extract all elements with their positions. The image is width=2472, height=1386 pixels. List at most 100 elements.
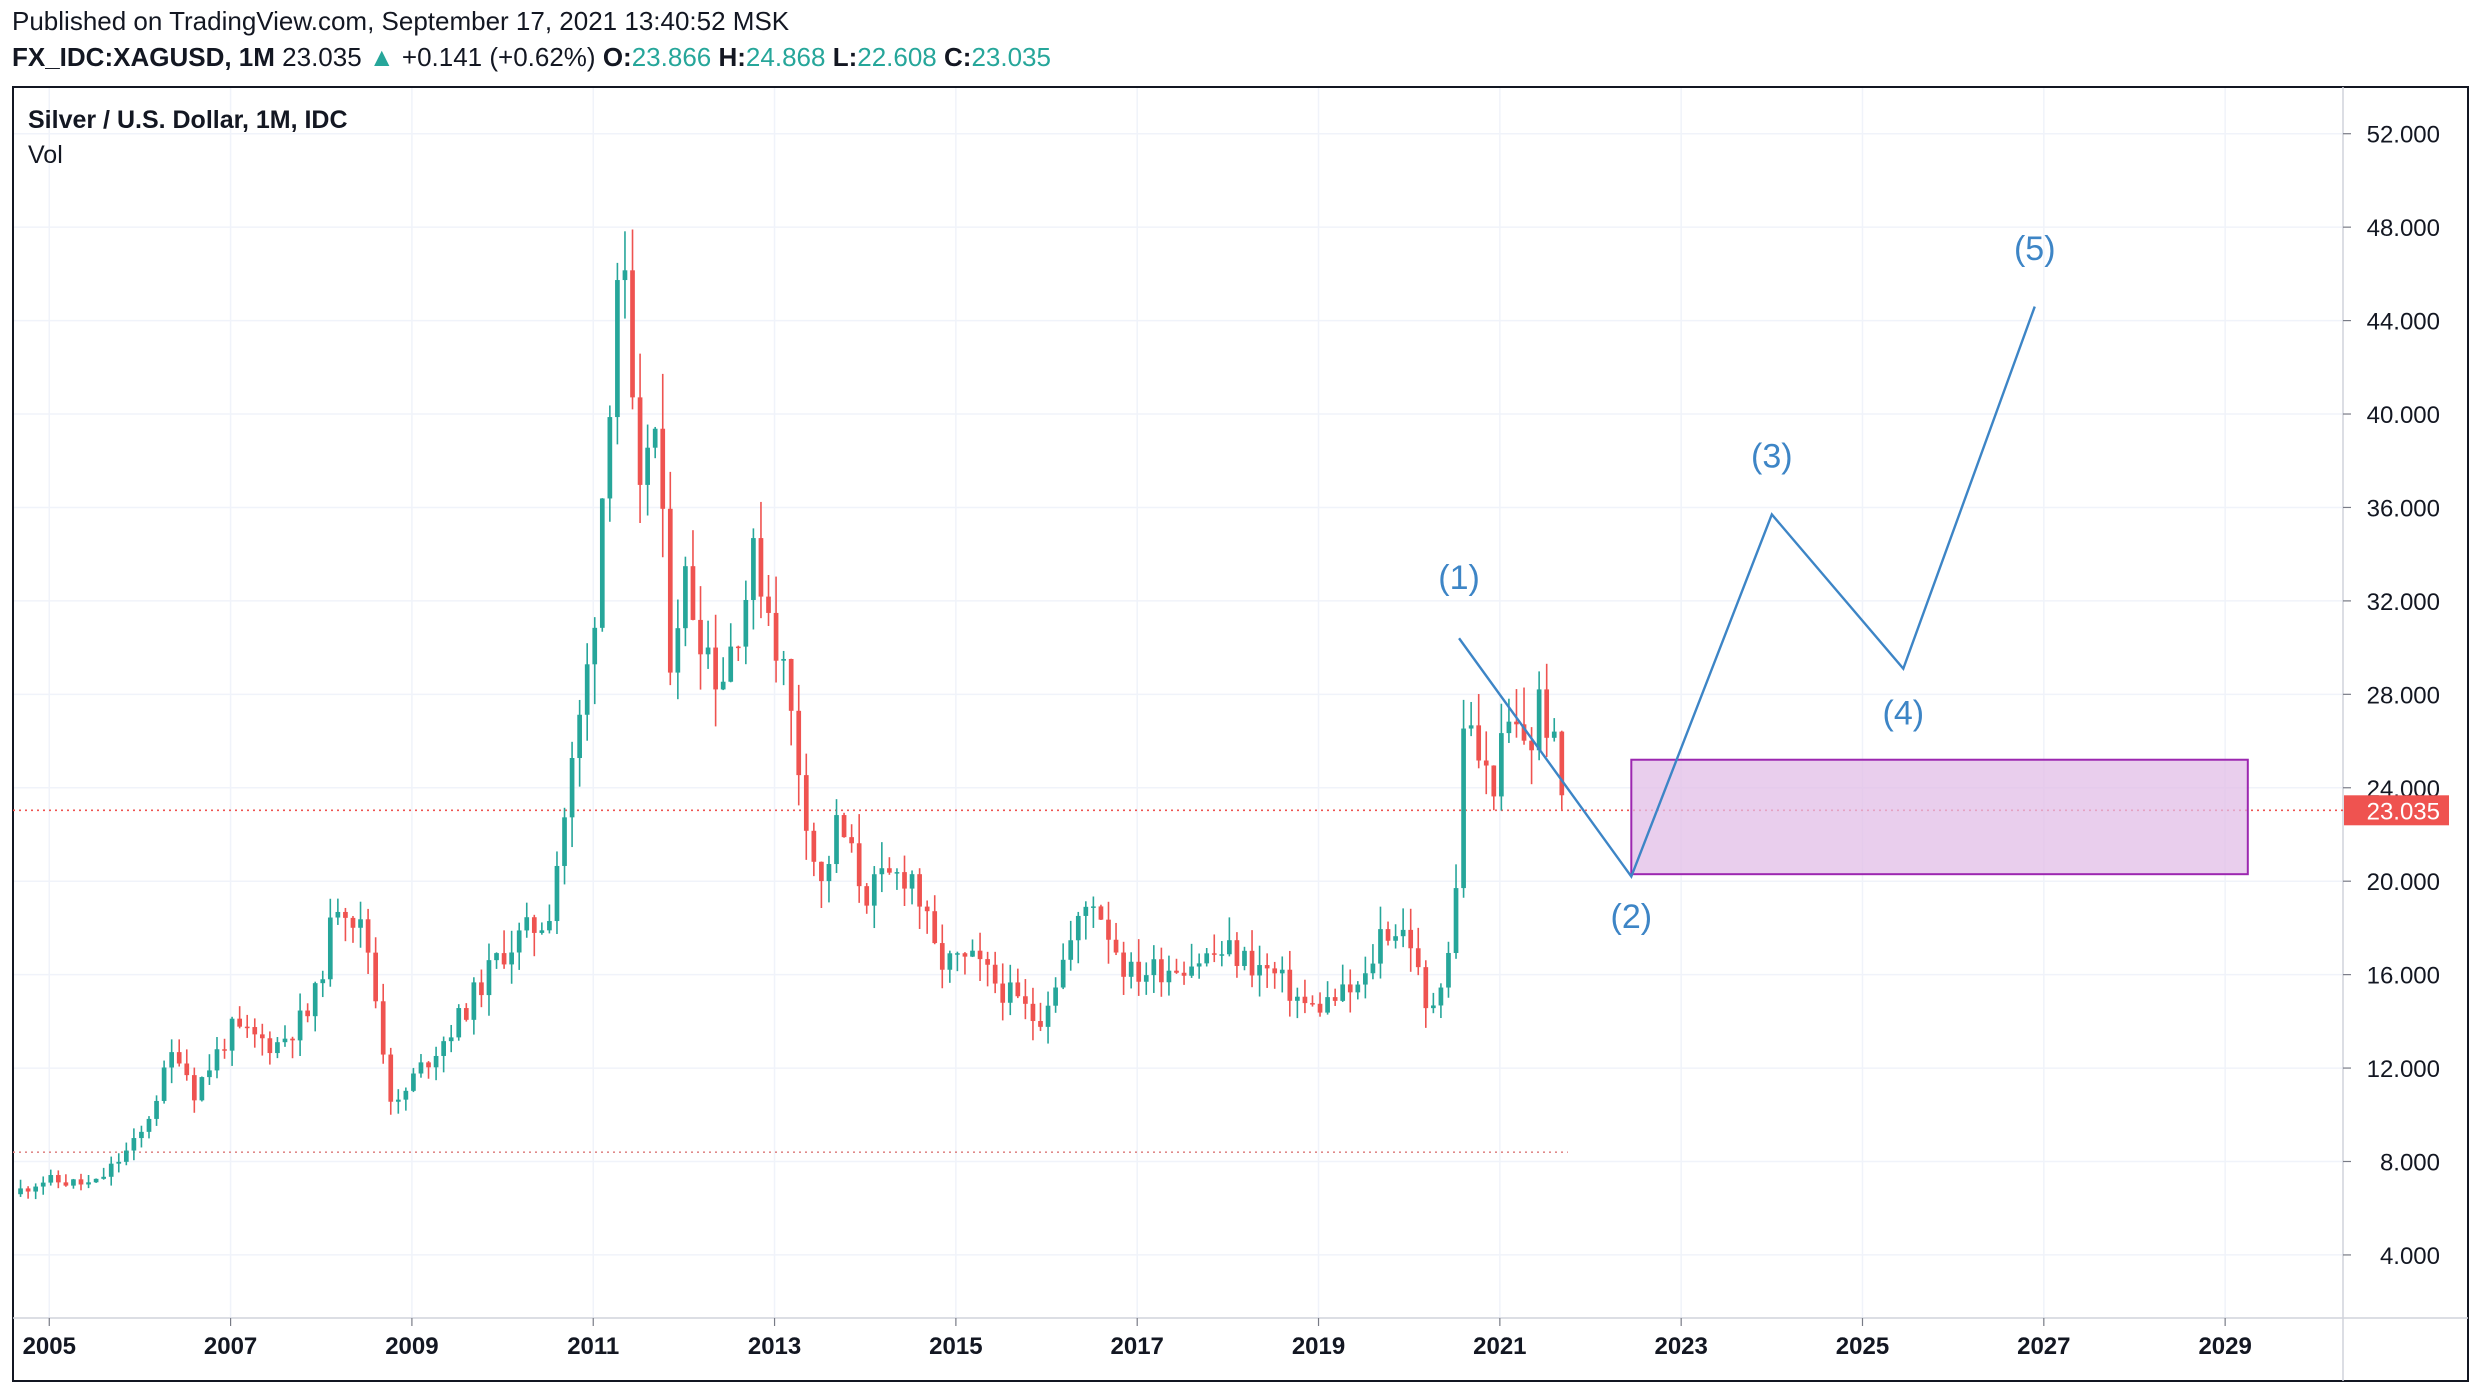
candle-body [1468,725,1474,729]
candle-body [463,1008,469,1020]
low-value: 22.608 [857,42,937,72]
candle-body [343,911,348,918]
candle-body [1347,984,1353,993]
candle-body [713,647,718,690]
target-zone-rect[interactable] [1630,758,2249,876]
candle-body [509,952,514,965]
candle-body [1476,725,1482,761]
candle-body [214,1049,220,1071]
candle-body [1536,689,1542,751]
candle-body [199,1077,205,1101]
candle-body [652,428,658,448]
candle-body [985,959,990,965]
candle-body [977,950,983,960]
candle-body [1264,965,1270,969]
candle-body [191,1075,197,1101]
open-value: 23.866 [631,42,712,72]
candle-body [1506,721,1512,734]
candle-body [33,1186,39,1192]
candle-body [849,837,854,844]
candle-body [819,861,824,882]
volume-legend: Vol [28,141,63,169]
chart-grid [13,87,2343,1318]
elliott-wave[interactable]: (1) (2) (3) (4) (5) [1438,230,2055,936]
candle-body [1075,915,1081,941]
candle-body [1219,954,1225,956]
candle-body [1393,936,1398,941]
candle-body [698,619,703,655]
candle-body [705,647,711,655]
candle-body [554,865,560,922]
candle-body [1249,950,1255,976]
candle-body [229,1018,235,1051]
y-tick-label: 32.000 [2367,589,2440,616]
y-tick-label: 8.000 [2380,1149,2440,1176]
candle-body [1544,689,1550,738]
candle-body [123,1150,129,1162]
y-tick-label: 20.000 [2367,869,2440,896]
candle-body [388,1054,394,1102]
candle-body [320,979,326,984]
candle-body [524,917,530,931]
candle-body [169,1052,174,1068]
low-label: L: [832,42,858,72]
candle-body [781,658,786,661]
x-tick-label: 2009 [385,1333,438,1360]
target-zone[interactable] [1630,758,2249,876]
candle-body [1136,961,1142,982]
candle-body [244,1026,250,1029]
candle-body [55,1175,61,1183]
candle-body [1295,996,1300,1001]
candle-body [675,628,681,673]
candle-body [630,270,635,398]
x-tick-label: 2015 [929,1333,982,1360]
candle-body [962,953,968,957]
candle-body [267,1038,273,1054]
candle-body [1098,906,1104,920]
wave-path-line[interactable] [1458,306,2036,880]
symbol-name[interactable]: FX_IDC:XAGUSD, 1M [12,42,275,72]
candle-body [1113,939,1119,953]
price-change: +0.141 (+0.62%) [401,42,596,72]
candle-body [826,864,832,882]
wave-label: (2) [1611,898,1653,936]
candle-body [1121,952,1126,977]
candle-body [1060,959,1066,988]
x-tick-label: 2029 [2198,1333,2251,1360]
x-tick-label: 2007 [204,1333,257,1360]
y-tick-label: 4.000 [2380,1243,2440,1270]
candle-body [1143,975,1149,982]
candle-body [237,1018,242,1027]
candle-body [584,664,590,715]
candle-body [161,1067,167,1101]
candle-body [516,930,522,953]
candle-body [411,1073,416,1091]
candle-body [93,1178,99,1183]
y-tick-label: 40.000 [2367,402,2440,429]
high-label: H: [718,42,746,72]
candle-body [1559,731,1565,796]
wave-label: (3) [1751,438,1793,476]
candle-body [539,930,545,933]
candle-body [40,1182,46,1187]
wave-label: (4) [1883,695,1925,733]
price-axis[interactable]: 4.0008.00012.00016.00020.00024.00028.000… [2343,122,2440,1270]
candle-body [275,1042,280,1054]
last-price-badge: 23.035 [2344,795,2449,826]
candle-body [1529,740,1534,751]
symbol-quote-line: FX_IDC:XAGUSD, 1M 23.035 ▲ +0.141 (+0.62… [12,42,1051,73]
candle-body [1415,948,1421,968]
candle-body [101,1176,107,1179]
x-tick-label: 2023 [1654,1333,1707,1360]
candle-body [796,710,802,776]
candle-body [282,1038,288,1043]
candle-body [433,1055,439,1068]
candle-body [380,1001,386,1055]
candle-body [1491,765,1497,797]
candle-body [305,1010,310,1017]
candle-body [395,1099,401,1102]
time-axis[interactable]: 2005 2007 2009 2011 2013 2015 2017 2019 2021 2023… [23,1318,2252,1360]
candle-body [917,874,922,907]
candle-body [1521,724,1527,741]
